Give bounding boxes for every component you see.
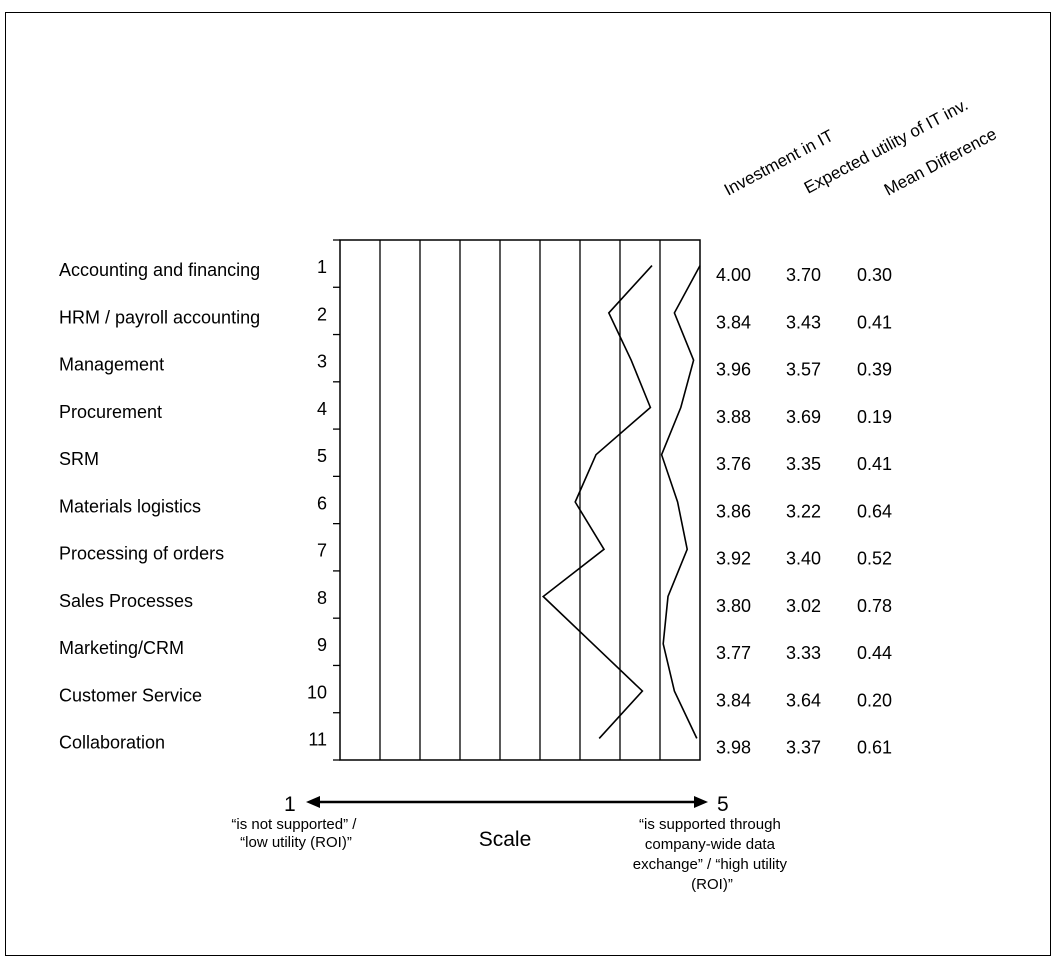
- value-investment: 3.86: [716, 501, 751, 521]
- row-index: 8: [317, 588, 327, 608]
- row-index: 4: [317, 399, 327, 419]
- gridlines: [379, 240, 661, 760]
- value-difference: 0.20: [857, 690, 892, 710]
- value-utility: 3.40: [786, 549, 821, 569]
- row-labels: Accounting and financing 1 HRM / payroll a…: [59, 257, 327, 753]
- value-difference: 0.78: [857, 596, 892, 616]
- value-investment: 3.84: [716, 690, 751, 710]
- row-label: Procurement: [59, 402, 162, 422]
- value-investment: 3.88: [716, 407, 751, 427]
- row-label: Accounting and financing: [59, 260, 260, 280]
- figure-frame: [5, 12, 1051, 956]
- value-difference: 0.19: [857, 407, 892, 427]
- row-label: Sales Processes: [59, 591, 193, 611]
- value-investment: 3.77: [716, 643, 751, 663]
- plot-border: [339, 239, 701, 761]
- row-label: Marketing/CRM: [59, 638, 184, 658]
- row-index: 7: [317, 541, 327, 561]
- series-line-1: [660, 265, 701, 739]
- row-ticks: [333, 239, 340, 761]
- row-index: 1: [317, 257, 327, 277]
- row-index: 11: [308, 730, 327, 750]
- row-label: Materials logistics: [59, 496, 201, 516]
- value-utility: 3.57: [786, 360, 821, 380]
- row-index: 5: [317, 446, 327, 466]
- value-utility: 3.02: [786, 596, 821, 616]
- value-investment: 3.92: [716, 549, 751, 569]
- value-utility: 3.37: [786, 738, 821, 758]
- row-index: 6: [317, 493, 327, 513]
- row-index: 9: [317, 635, 327, 655]
- row-label: HRM / payroll accounting: [59, 307, 260, 327]
- value-investment: 3.98: [716, 738, 751, 758]
- scale-low-note: “is not supported” / “low utility (ROI)”: [231, 816, 360, 851]
- series-line-2: [541, 265, 653, 739]
- row-label: Collaboration: [59, 733, 165, 753]
- value-investment: 3.80: [716, 596, 751, 616]
- row-label: Customer Service: [59, 685, 202, 705]
- row-index: 2: [317, 304, 327, 324]
- value-utility: 3.22: [786, 501, 821, 521]
- value-difference: 0.61: [857, 738, 892, 758]
- value-difference: 0.41: [857, 454, 892, 474]
- scale-high-note: “is supported through company-wide data …: [633, 816, 791, 893]
- value-investment: 3.76: [716, 454, 751, 474]
- scale-legend: 1 5 Scale “is not supported” / “low util…: [231, 793, 791, 893]
- row-values: 4.00 3.70 0.30 3.84 3.43 0.41 3.96 3.57 0.39 3.88…: [716, 265, 892, 758]
- scale-arrow-right-head: [694, 796, 708, 808]
- scale-max-label: 5: [717, 793, 729, 816]
- plot-area: [333, 239, 701, 761]
- value-investment: 4.00: [716, 265, 751, 285]
- value-utility: 3.70: [786, 265, 821, 285]
- value-difference: 0.30: [857, 265, 892, 285]
- value-difference: 0.44: [857, 643, 892, 663]
- value-difference: 0.52: [857, 549, 892, 569]
- value-difference: 0.41: [857, 312, 892, 332]
- row-index: 10: [307, 682, 327, 702]
- value-difference: 0.39: [857, 360, 892, 380]
- row-index: 3: [317, 352, 327, 372]
- value-utility: 3.43: [786, 312, 821, 332]
- value-utility: 3.35: [786, 454, 821, 474]
- value-investment: 3.84: [716, 312, 751, 332]
- scale-min-label: 1: [284, 793, 296, 816]
- series-lines: [541, 265, 701, 739]
- row-label: SRM: [59, 449, 99, 469]
- value-investment: 3.96: [716, 360, 751, 380]
- scale-arrow-left-head: [306, 796, 320, 808]
- value-utility: 3.33: [786, 643, 821, 663]
- value-utility: 3.69: [786, 407, 821, 427]
- scale-title: Scale: [479, 828, 532, 851]
- value-difference: 0.64: [857, 501, 892, 521]
- row-label: Management: [59, 355, 164, 375]
- value-utility: 3.64: [786, 690, 821, 710]
- row-label: Processing of orders: [59, 544, 224, 564]
